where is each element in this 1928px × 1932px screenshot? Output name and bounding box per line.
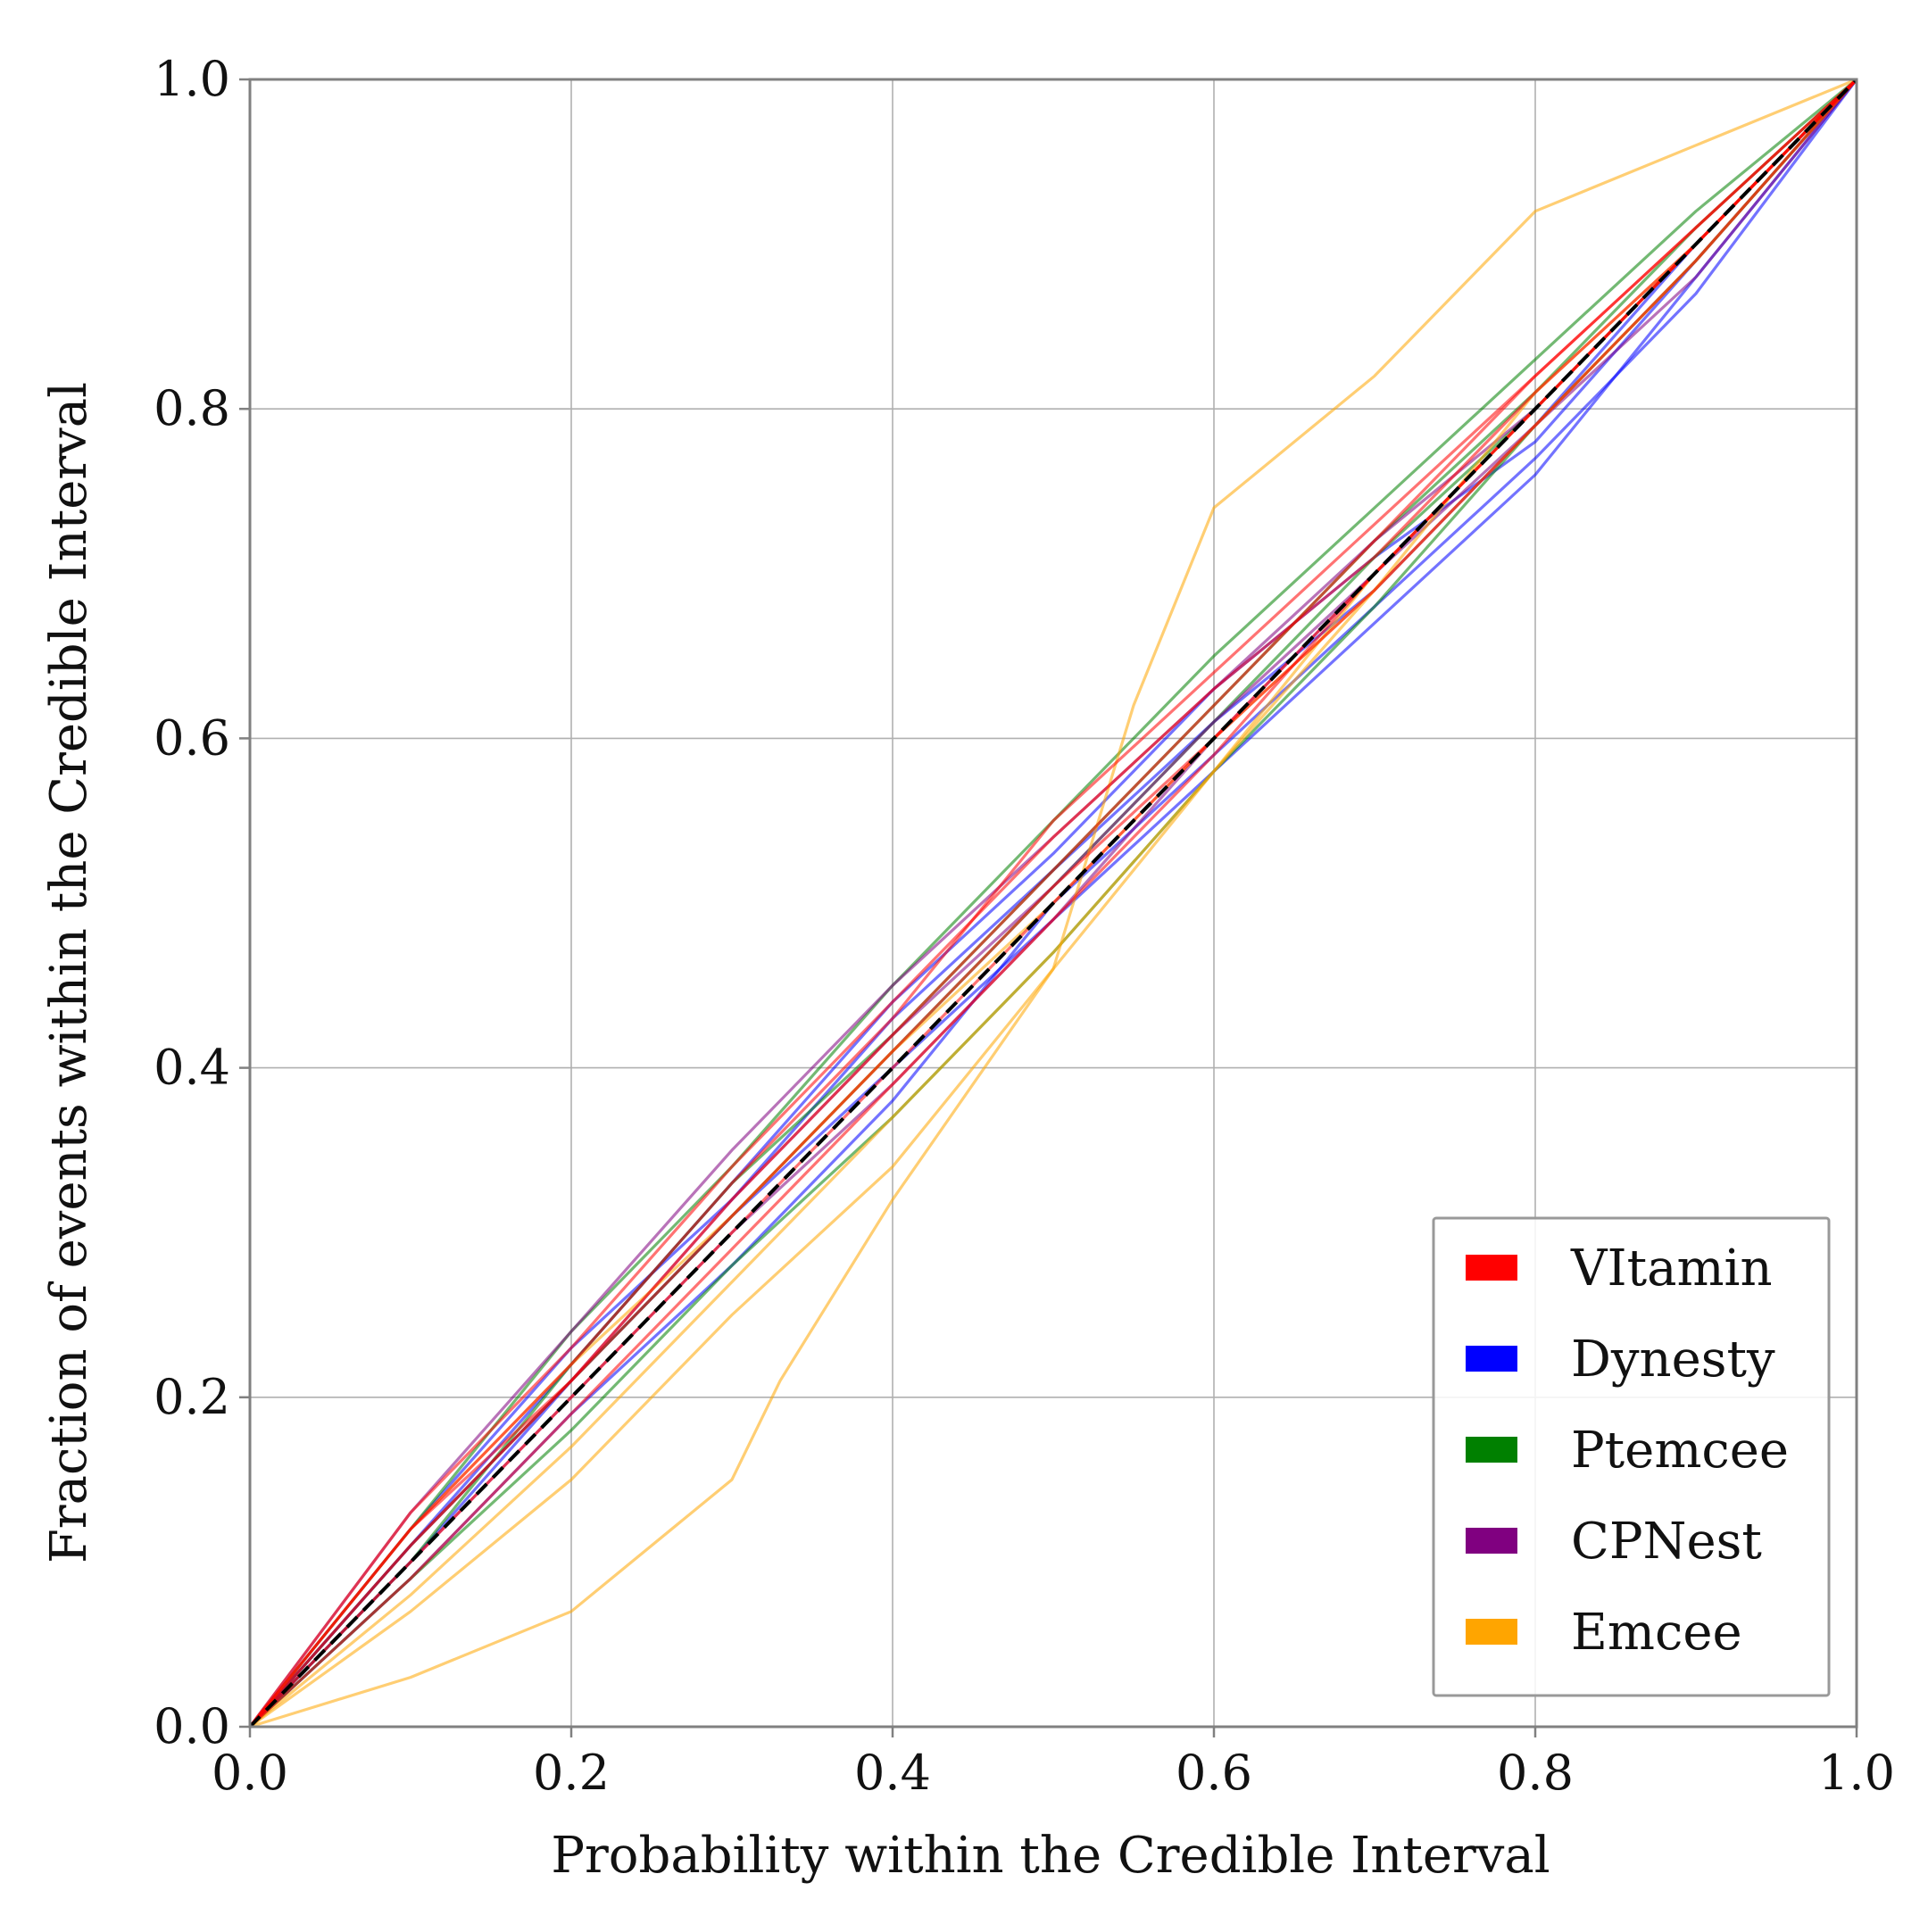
x-tick-label-3: 0.6	[1176, 1745, 1252, 1801]
ticks-layer: 0.0 0.2 0.4 0.6 0.8 1.0 0.0 0.2 0.4 0.6 0.8 1.0	[154, 51, 1895, 1801]
x-tick-label-1: 0.2	[533, 1745, 610, 1801]
legend-items: VItamin Dynesty Ptemcee CPNest Emcee	[1466, 1240, 1789, 1662]
series-line-vitamin-19	[248, 78, 1858, 1729]
x-tick-label-5: 1.0	[1818, 1745, 1895, 1801]
legend-frame	[1432, 1216, 1831, 1697]
legend: VItamin Dynesty Ptemcee CPNest Emcee	[1432, 1216, 1831, 1697]
legend-label-cpnest: CPNest	[1571, 1513, 1762, 1571]
y-axis-label: Fraction of events within the Credible I…	[40, 382, 98, 1563]
legend-swatch-cpnest	[1466, 1528, 1517, 1554]
y-tick-label-0: 0.0	[154, 1698, 230, 1754]
reference-line-layer	[248, 78, 1858, 1729]
legend-label-vitamin: VItamin	[1570, 1240, 1773, 1298]
y-tick-label-5: 1.0	[154, 51, 230, 107]
y-tick-label-1: 0.2	[154, 1369, 230, 1425]
x-tick-label-0: 0.0	[212, 1745, 288, 1801]
plot-frame	[248, 78, 1858, 1729]
legend-label-emcee: Emcee	[1571, 1604, 1742, 1662]
reference-diagonal-line	[248, 78, 1858, 1729]
legend-label-ptemcee: Ptemcee	[1571, 1422, 1789, 1480]
axes-layer	[248, 78, 1858, 1729]
y-tick-label-4: 0.8	[154, 380, 230, 436]
x-tick-label-2: 0.4	[854, 1745, 931, 1801]
x-axis-label: Probability within the Credible Interval	[551, 1827, 1550, 1885]
legend-swatch-ptemcee	[1466, 1437, 1517, 1463]
series-line-vitamin-17	[248, 78, 1858, 1729]
legend-swatch-dynesty	[1466, 1346, 1517, 1372]
legend-swatch-emcee	[1466, 1619, 1517, 1645]
x-tick-label-4: 0.8	[1497, 1745, 1574, 1801]
y-tick-label-2: 0.4	[154, 1040, 230, 1096]
series-line-vitamin-18	[248, 78, 1858, 1728]
y-tick-label-3: 0.6	[154, 709, 230, 766]
series-line-vitamin-20	[248, 78, 1858, 1729]
series-line-dynesty-0	[248, 78, 1858, 1729]
legend-swatch-vitamin	[1466, 1255, 1517, 1281]
legend-label-dynesty: Dynesty	[1571, 1331, 1775, 1389]
